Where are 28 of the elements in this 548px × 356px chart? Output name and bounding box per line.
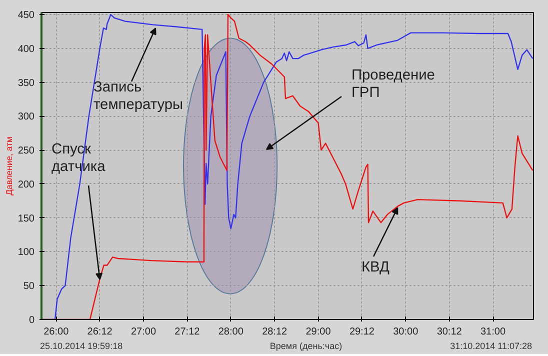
y-axis-title: Давление, атм — [4, 136, 14, 196]
annotation: Запись температуры — [94, 80, 184, 114]
y-tick-label: 50 — [23, 281, 35, 292]
x-tick-label: 31:00 — [480, 326, 506, 338]
y-tick-label: 450 — [18, 10, 35, 22]
y-tick-label: 250 — [18, 146, 35, 157]
y-tick-label: 300 — [18, 112, 35, 123]
x-tick-label: 30:00 — [393, 326, 419, 338]
x-tick-label: 29:00 — [306, 326, 332, 338]
annotation: КВД — [362, 260, 390, 276]
x-tick-label: 26:00 — [44, 326, 70, 338]
text: 25.10.2014 19:59:18 — [40, 340, 123, 353]
y-tick-label: 400 — [18, 44, 35, 55]
y-tick-label: 0 — [28, 315, 35, 326]
x-tick-label: 28:12 — [262, 326, 288, 338]
y-tick-label: 100 — [18, 247, 35, 258]
x-tick-label: 29:12 — [349, 326, 375, 338]
annotation: Проведение ГРП — [352, 68, 435, 102]
x-tick-label: 27:00 — [130, 326, 156, 338]
text: 31:10.2014 11:07:28 — [450, 340, 532, 353]
x-tick-label: 30:12 — [436, 326, 462, 338]
x-tick-label: 27:12 — [174, 326, 200, 338]
x-axis-title: Время (день:час) — [268, 340, 344, 353]
y-tick-label: 150 — [18, 213, 35, 224]
y-tick-label: 350 — [18, 78, 35, 89]
x-tick-label: 28:00 — [218, 326, 244, 338]
y-tick-label: 200 — [18, 179, 35, 190]
x-tick-label: 26:12 — [87, 326, 113, 338]
